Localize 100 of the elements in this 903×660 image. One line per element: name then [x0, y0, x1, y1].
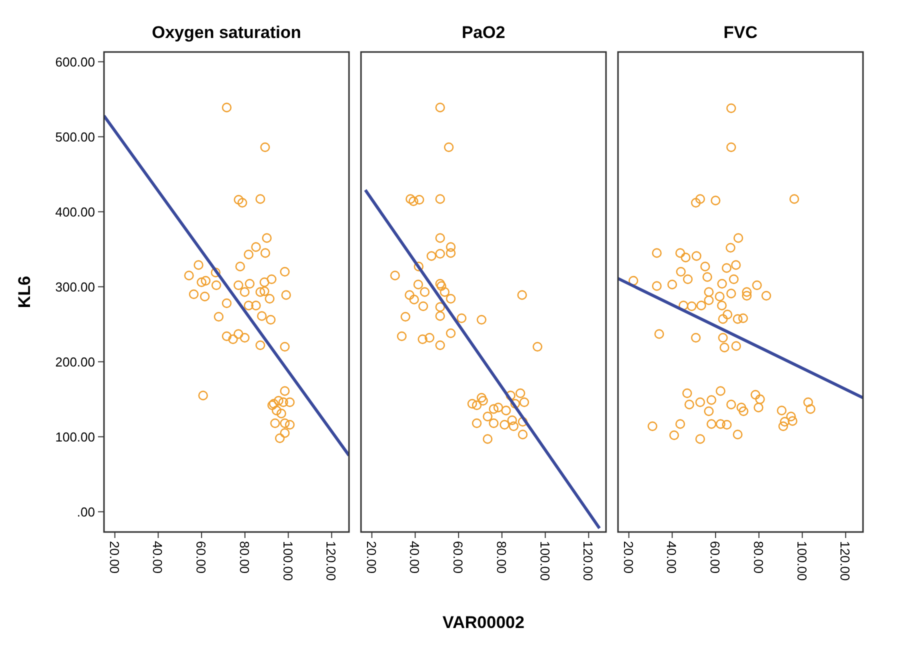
point — [244, 278, 255, 289]
point — [482, 412, 492, 422]
point — [516, 388, 526, 398]
point — [418, 334, 428, 344]
point — [270, 418, 280, 428]
point — [280, 342, 290, 352]
point — [222, 331, 232, 342]
point — [274, 433, 285, 444]
point — [194, 260, 204, 270]
x-tick-label: 20.00 — [620, 541, 636, 574]
point — [446, 248, 456, 258]
x-tick-label: 100.00 — [794, 541, 810, 581]
point — [508, 421, 518, 432]
x-tick-label: 80.00 — [236, 541, 252, 574]
point — [255, 287, 266, 297]
point — [280, 266, 290, 277]
point — [414, 194, 424, 205]
point — [409, 294, 419, 304]
point — [426, 251, 436, 261]
point — [211, 280, 222, 290]
point — [240, 287, 250, 297]
x-tick-label: 80.00 — [750, 541, 766, 574]
point — [284, 420, 295, 430]
point — [251, 300, 261, 310]
point — [435, 102, 445, 112]
x-tick-label: 60.00 — [194, 541, 209, 574]
point — [501, 406, 511, 416]
x-tick-label: 40.00 — [664, 541, 680, 574]
y-tick-label: 300.00 — [55, 279, 95, 294]
point — [240, 332, 250, 343]
point — [255, 194, 266, 204]
point — [414, 262, 424, 272]
point — [532, 342, 542, 352]
point — [260, 248, 270, 258]
point — [435, 302, 445, 312]
point — [440, 287, 450, 297]
point — [228, 334, 238, 344]
point — [456, 313, 466, 324]
y-tick-label: 500.00 — [55, 129, 95, 144]
point — [493, 402, 504, 412]
point — [284, 397, 295, 408]
point — [281, 290, 291, 300]
point — [276, 408, 286, 418]
point — [255, 340, 266, 350]
point — [408, 196, 418, 206]
point — [472, 400, 482, 410]
point — [256, 311, 267, 321]
point — [476, 314, 486, 325]
x-tick-label: 20.00 — [106, 541, 122, 574]
point — [200, 292, 210, 302]
point — [266, 314, 276, 325]
point — [400, 312, 410, 322]
point — [280, 386, 290, 396]
point — [260, 142, 270, 152]
x-tick-label: 120.00 — [324, 541, 339, 581]
point — [200, 276, 211, 286]
point — [244, 300, 254, 310]
point — [446, 294, 456, 304]
point — [262, 233, 272, 243]
y-tick-label: .00 — [76, 504, 95, 520]
x-tick-label: 120.00 — [838, 541, 853, 581]
point — [222, 298, 232, 308]
x-axis-title: VAR00002 — [442, 613, 524, 632]
point — [280, 428, 290, 438]
point — [435, 233, 445, 243]
point — [251, 242, 261, 252]
point — [184, 270, 194, 280]
point — [274, 396, 284, 406]
point — [235, 262, 246, 272]
point — [214, 312, 224, 322]
point — [260, 286, 270, 296]
chart-title: PaO2 — [462, 23, 506, 42]
y-tick-label: 200.00 — [55, 354, 95, 370]
point — [210, 268, 221, 278]
point — [424, 332, 434, 343]
point — [196, 277, 206, 288]
point — [418, 301, 428, 312]
point — [396, 331, 407, 342]
point — [500, 420, 510, 430]
point — [435, 278, 445, 289]
point — [404, 290, 414, 300]
point — [510, 398, 520, 409]
chart-title: FVC — [724, 23, 758, 42]
point — [436, 281, 446, 291]
x-tick-label: 120.00 — [580, 541, 596, 581]
point — [234, 194, 244, 205]
x-tick-label: 40.00 — [150, 541, 166, 574]
point — [446, 242, 456, 252]
point — [244, 250, 254, 260]
point — [234, 280, 244, 290]
point — [420, 287, 430, 297]
point — [264, 294, 274, 304]
point — [507, 415, 517, 426]
y-axis-title: KL6 — [15, 276, 34, 308]
point — [413, 280, 424, 290]
x-tick-label: 40.00 — [407, 541, 422, 574]
point — [488, 404, 499, 414]
point — [234, 329, 244, 339]
x-tick-label: 100.00 — [280, 541, 296, 581]
point — [518, 416, 528, 427]
